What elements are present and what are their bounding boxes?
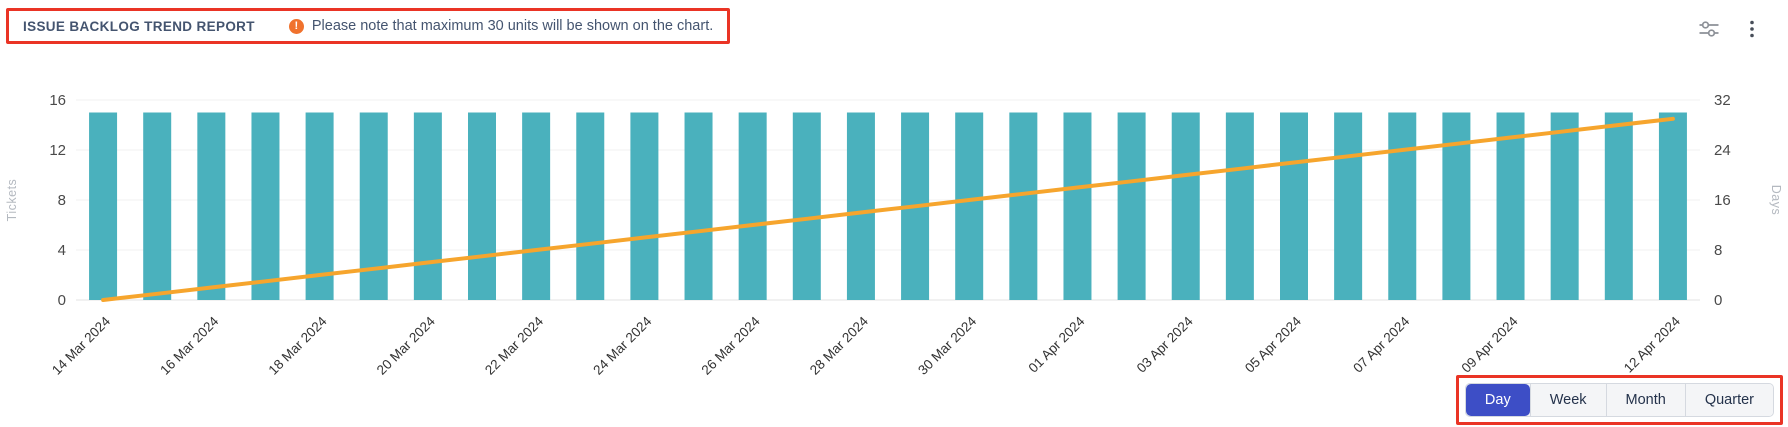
x-axis-label: 28 Mar 2024 <box>807 313 872 378</box>
sliders-icon[interactable] <box>1698 18 1720 40</box>
annotation-box-period-switcher: Day Week Month Quarter <box>1455 374 1783 425</box>
bar-28 Mar 2024[interactable] <box>846 112 875 301</box>
bar-05 Apr 2024[interactable] <box>1280 112 1308 301</box>
bar-27 Mar 2024[interactable] <box>792 112 821 301</box>
left-axis-tick: 12 <box>49 142 66 159</box>
right-axis-tick: 0 <box>1714 292 1722 309</box>
x-axis-label: 05 Apr 2024 <box>1242 313 1304 375</box>
bar-21 Mar 2024[interactable] <box>468 112 496 301</box>
bar-18 Mar 2024[interactable] <box>305 112 334 301</box>
bar-08 Apr 2024[interactable] <box>1442 112 1471 301</box>
bar-30 Mar 2024[interactable] <box>955 112 984 301</box>
bar-15 Mar 2024[interactable] <box>143 112 172 301</box>
left-axis-tick: 8 <box>58 192 66 209</box>
bar-03 Apr 2024[interactable] <box>1171 112 1200 301</box>
bar-11 Apr 2024[interactable] <box>1604 112 1633 301</box>
bar-24 Mar 2024[interactable] <box>630 112 659 301</box>
x-axis-label: 26 Mar 2024 <box>699 313 764 378</box>
alert-circle-icon <box>288 18 304 34</box>
report-title: ISSUE BACKLOG TREND REPORT <box>23 18 255 34</box>
x-axis-label: 07 Apr 2024 <box>1350 313 1412 375</box>
x-axis-label: 22 Mar 2024 <box>482 313 547 378</box>
x-axis-label: 03 Apr 2024 <box>1134 313 1196 375</box>
bar-12 Apr 2024[interactable] <box>1658 112 1687 301</box>
chart-toolbar <box>1698 18 1762 40</box>
chart-note-text: Please note that maximum 30 units will b… <box>311 18 714 34</box>
x-axis-label: 30 Mar 2024 <box>915 313 980 378</box>
x-axis-label: 24 Mar 2024 <box>590 313 655 378</box>
x-axis-label: 01 Apr 2024 <box>1025 313 1087 375</box>
bar-10 Apr 2024[interactable] <box>1550 112 1579 301</box>
period-button-week[interactable]: Week <box>1529 383 1606 416</box>
trend-line[interactable] <box>101 116 1675 302</box>
bar-04 Apr 2024[interactable] <box>1225 112 1254 301</box>
x-axis-label: 20 Mar 2024 <box>374 313 439 378</box>
bar-09 Apr 2024[interactable] <box>1496 112 1525 301</box>
right-axis-tick: 8 <box>1714 242 1722 259</box>
left-axis-tick: 0 <box>58 292 66 309</box>
bar-07 Apr 2024[interactable] <box>1388 112 1417 301</box>
right-axis-tick: 32 <box>1714 92 1731 109</box>
left-axis-tick: 4 <box>58 242 66 259</box>
right-axis-tick: 16 <box>1714 192 1731 209</box>
x-axis-label: 16 Mar 2024 <box>157 313 222 378</box>
right-axis-title: Days <box>1769 185 1783 215</box>
left-axis-title: Tickets <box>5 179 19 222</box>
x-axis-label: 12 Apr 2024 <box>1621 313 1683 375</box>
bar-17 Mar 2024[interactable] <box>251 112 280 301</box>
x-axis-label: 18 Mar 2024 <box>266 313 331 378</box>
bar-06 Apr 2024[interactable] <box>1334 112 1363 301</box>
period-button-quarter[interactable]: Quarter <box>1684 383 1773 416</box>
bar-16 Mar 2024[interactable] <box>197 112 226 301</box>
bar-02 Apr 2024[interactable] <box>1117 112 1146 301</box>
right-axis-tick: 24 <box>1714 142 1731 159</box>
bar-01 Apr 2024[interactable] <box>1063 112 1092 301</box>
bar-20 Mar 2024[interactable] <box>413 112 442 301</box>
left-axis-tick: 16 <box>49 92 66 109</box>
annotation-box-header: ISSUE BACKLOG TREND REPORT Please note t… <box>6 8 731 44</box>
period-switcher: Day Week Month Quarter <box>1464 382 1774 417</box>
kebab-menu-icon[interactable] <box>1742 18 1762 40</box>
bar-26 Mar 2024[interactable] <box>738 112 767 301</box>
bar-31 Mar 2024[interactable] <box>1009 112 1038 301</box>
x-axis-label: 14 Mar 2024 <box>49 313 114 378</box>
bar-22 Mar 2024[interactable] <box>522 112 551 301</box>
period-button-month[interactable]: Month <box>1605 383 1685 416</box>
x-axis-label: 09 Apr 2024 <box>1459 313 1521 375</box>
period-button-day[interactable]: Day <box>1465 383 1530 416</box>
bar-14 Mar 2024[interactable] <box>89 112 118 301</box>
bar-25 Mar 2024[interactable] <box>684 112 713 301</box>
backlog-trend-chart: 0 4 8 12 16 0 8 16 24 32 Tickets Days 14 Mar 2024 16 … <box>5 92 1783 378</box>
chart-note: Please note that maximum 30 units will b… <box>288 18 714 34</box>
bar-23 Mar 2024[interactable] <box>576 112 605 301</box>
